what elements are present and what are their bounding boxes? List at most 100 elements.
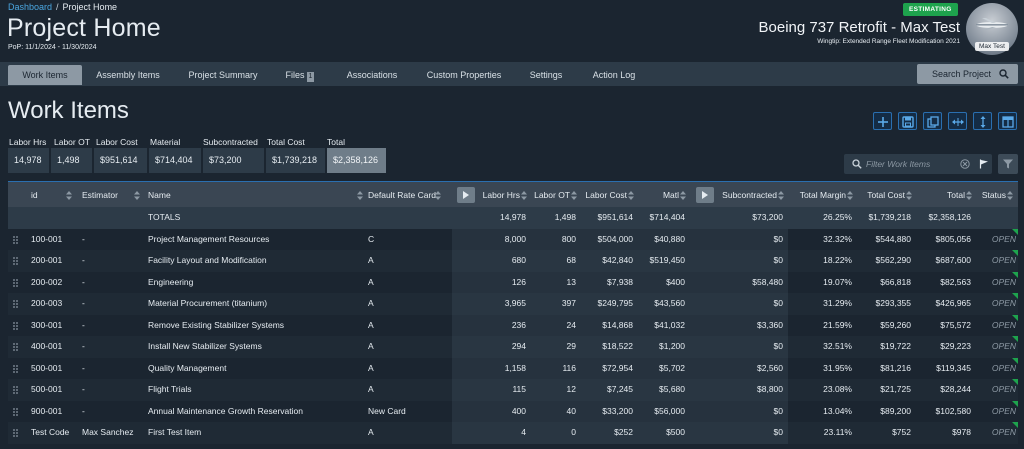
tab-work-items[interactable]: Work Items — [8, 65, 82, 85]
table-row[interactable]: 200-001 - Facility Layout and Modification… — [8, 250, 1018, 272]
sort-icon[interactable] — [966, 191, 972, 200]
column-header-total-margin[interactable]: Total Margin — [792, 182, 856, 208]
cell-labor-hrs: 400 — [511, 405, 526, 416]
column-header-label: Status — [981, 190, 1006, 200]
sort-icon[interactable] — [847, 191, 853, 200]
column-header-label: Total — [947, 190, 965, 200]
cell-name: Quality Management — [148, 362, 227, 373]
drag-handle-icon[interactable] — [13, 321, 19, 330]
cell-status: OPEN — [991, 362, 1016, 373]
summary-value-total-cost: $1,739,218 — [266, 148, 325, 173]
cell-total: $28,244 — [940, 384, 971, 394]
cell-total-margin: 31.95% — [823, 362, 852, 373]
column-header-total[interactable]: Total — [923, 182, 975, 208]
table-row[interactable]: 200-002 - Engineering A 126 13 $7,938 $400 $58,4… — [8, 271, 1018, 293]
drag-handle-icon[interactable] — [13, 257, 19, 265]
cell-rate-card: A — [368, 427, 374, 437]
expand-subcontract-columns-button[interactable] — [696, 187, 714, 203]
table-row[interactable]: 900-001 - Annual Maintenance Growth Reserv… — [8, 400, 1018, 422]
summary-value-subcontracted: $73,200 — [203, 148, 264, 173]
table-row[interactable]: 100-001 - Project Management Resources C 8,0… — [8, 228, 1018, 250]
expand-rows-button[interactable] — [973, 112, 992, 130]
drag-handle-icon[interactable] — [13, 386, 19, 394]
sort-icon[interactable] — [680, 191, 686, 200]
cell-total: $29,223 — [940, 341, 971, 351]
sort-icon[interactable] — [906, 191, 912, 200]
cell-matl: $519,450 — [649, 255, 685, 265]
tab-project-summary[interactable]: Project Summary — [188, 70, 258, 80]
expand-columns-button[interactable] — [948, 112, 967, 130]
search-project-button[interactable]: Search Project — [917, 64, 1018, 84]
sort-icon[interactable] — [134, 191, 140, 200]
sort-icon[interactable] — [778, 191, 784, 200]
column-header-label: Subcontracted — [722, 190, 777, 200]
sort-icon[interactable] — [628, 191, 634, 200]
column-group-shade — [452, 228, 690, 250]
add-button[interactable] — [873, 112, 892, 130]
tab-action-log[interactable]: Action Log — [592, 70, 636, 80]
column-group-shade — [452, 314, 690, 336]
tab-custom-properties[interactable]: Custom Properties — [426, 70, 502, 80]
cell-status: OPEN — [991, 255, 1016, 265]
filter-work-items-input[interactable] — [866, 157, 966, 171]
column-header-label: Default Rate Card — [368, 190, 437, 200]
breadcrumb-dashboard-link[interactable]: Dashboard — [8, 2, 53, 12]
drag-handle-icon[interactable] — [13, 429, 19, 437]
column-header-labor-hrs[interactable]: Labor Hrs — [478, 182, 530, 208]
column-header-estimator[interactable]: Estimator — [82, 182, 143, 208]
column-group-shade — [452, 357, 690, 379]
filter-button[interactable] — [998, 154, 1018, 174]
sort-icon[interactable] — [435, 191, 441, 200]
layout-button[interactable] — [998, 112, 1017, 130]
sort-icon[interactable] — [1007, 191, 1013, 200]
drag-handle-icon[interactable] — [13, 278, 19, 287]
table-row[interactable]: 500-001 - Quality Management A 1,158 116 $72,9… — [8, 357, 1018, 379]
table-row[interactable]: 200-003 - Material Procurement (titanium) A… — [8, 293, 1018, 315]
cell-matl: $40,880 — [654, 233, 685, 244]
sort-icon[interactable] — [571, 191, 577, 200]
column-header-labor-ot[interactable]: Labor OT — [532, 182, 580, 208]
cell-total: $2,358,126 — [928, 212, 971, 222]
table-row[interactable]: 400-001 - Install New Stabilizer Systems A 2… — [8, 336, 1018, 358]
flag-icon[interactable] — [979, 159, 989, 169]
column-header-status[interactable]: Status — [980, 182, 1016, 208]
save-button[interactable] — [898, 112, 917, 130]
cell-status: OPEN — [991, 384, 1016, 394]
sort-icon[interactable] — [521, 191, 527, 200]
cell-total: $978 — [952, 427, 971, 437]
column-header-label: Name — [148, 190, 171, 200]
drag-handle-icon[interactable] — [13, 364, 19, 373]
cell-labor-hrs: 3,965 — [504, 298, 526, 308]
column-header-total-cost[interactable]: Total Cost — [860, 182, 915, 208]
tab-assembly-items[interactable]: Assembly Items — [96, 70, 160, 80]
drag-handle-icon[interactable] — [13, 300, 19, 308]
sort-icon[interactable] — [66, 191, 72, 200]
cell-labor-ot: 29 — [566, 341, 576, 351]
column-group-shade — [452, 400, 690, 422]
cell-matl: $41,032 — [654, 319, 685, 330]
expand-labor-columns-button[interactable] — [457, 187, 475, 203]
tab-files[interactable]: Files 1 — [278, 65, 322, 85]
column-header-labor-cost[interactable]: Labor Cost — [584, 182, 637, 208]
cell-total-cost: $19,722 — [880, 341, 911, 351]
drag-handle-icon[interactable] — [13, 407, 19, 416]
table-row[interactable]: 500-001 - Flight Trials A 115 12 $7,245 $5,680 $… — [8, 379, 1018, 401]
drag-handle-icon[interactable] — [13, 343, 19, 351]
column-header-name[interactable]: Name — [148, 182, 366, 208]
summary-value-total: $2,358,126 — [327, 148, 386, 173]
cell-labor-ot: 13 — [566, 276, 576, 287]
column-header-id[interactable]: id — [31, 182, 75, 208]
table-row[interactable]: Test Code Max Sanchez First Test Item A 4 0 $2… — [8, 422, 1018, 444]
sort-icon[interactable] — [357, 191, 363, 200]
table-row[interactable]: 300-001 - Remove Existing Stabilizer Syste… — [8, 314, 1018, 336]
cell-total-margin: 19.07% — [823, 276, 852, 287]
column-header-rate-card[interactable]: Default Rate Card — [368, 182, 444, 208]
cell-status: OPEN — [991, 298, 1016, 308]
column-header-subcontracted[interactable]: Subcontracted — [716, 182, 787, 208]
tab-settings[interactable]: Settings — [529, 70, 563, 80]
clear-icon[interactable] — [960, 159, 970, 169]
drag-handle-icon[interactable] — [13, 235, 19, 244]
tab-associations[interactable]: Associations — [346, 70, 398, 80]
copy-button[interactable] — [923, 112, 942, 130]
column-header-matl[interactable]: Matl — [643, 182, 689, 208]
